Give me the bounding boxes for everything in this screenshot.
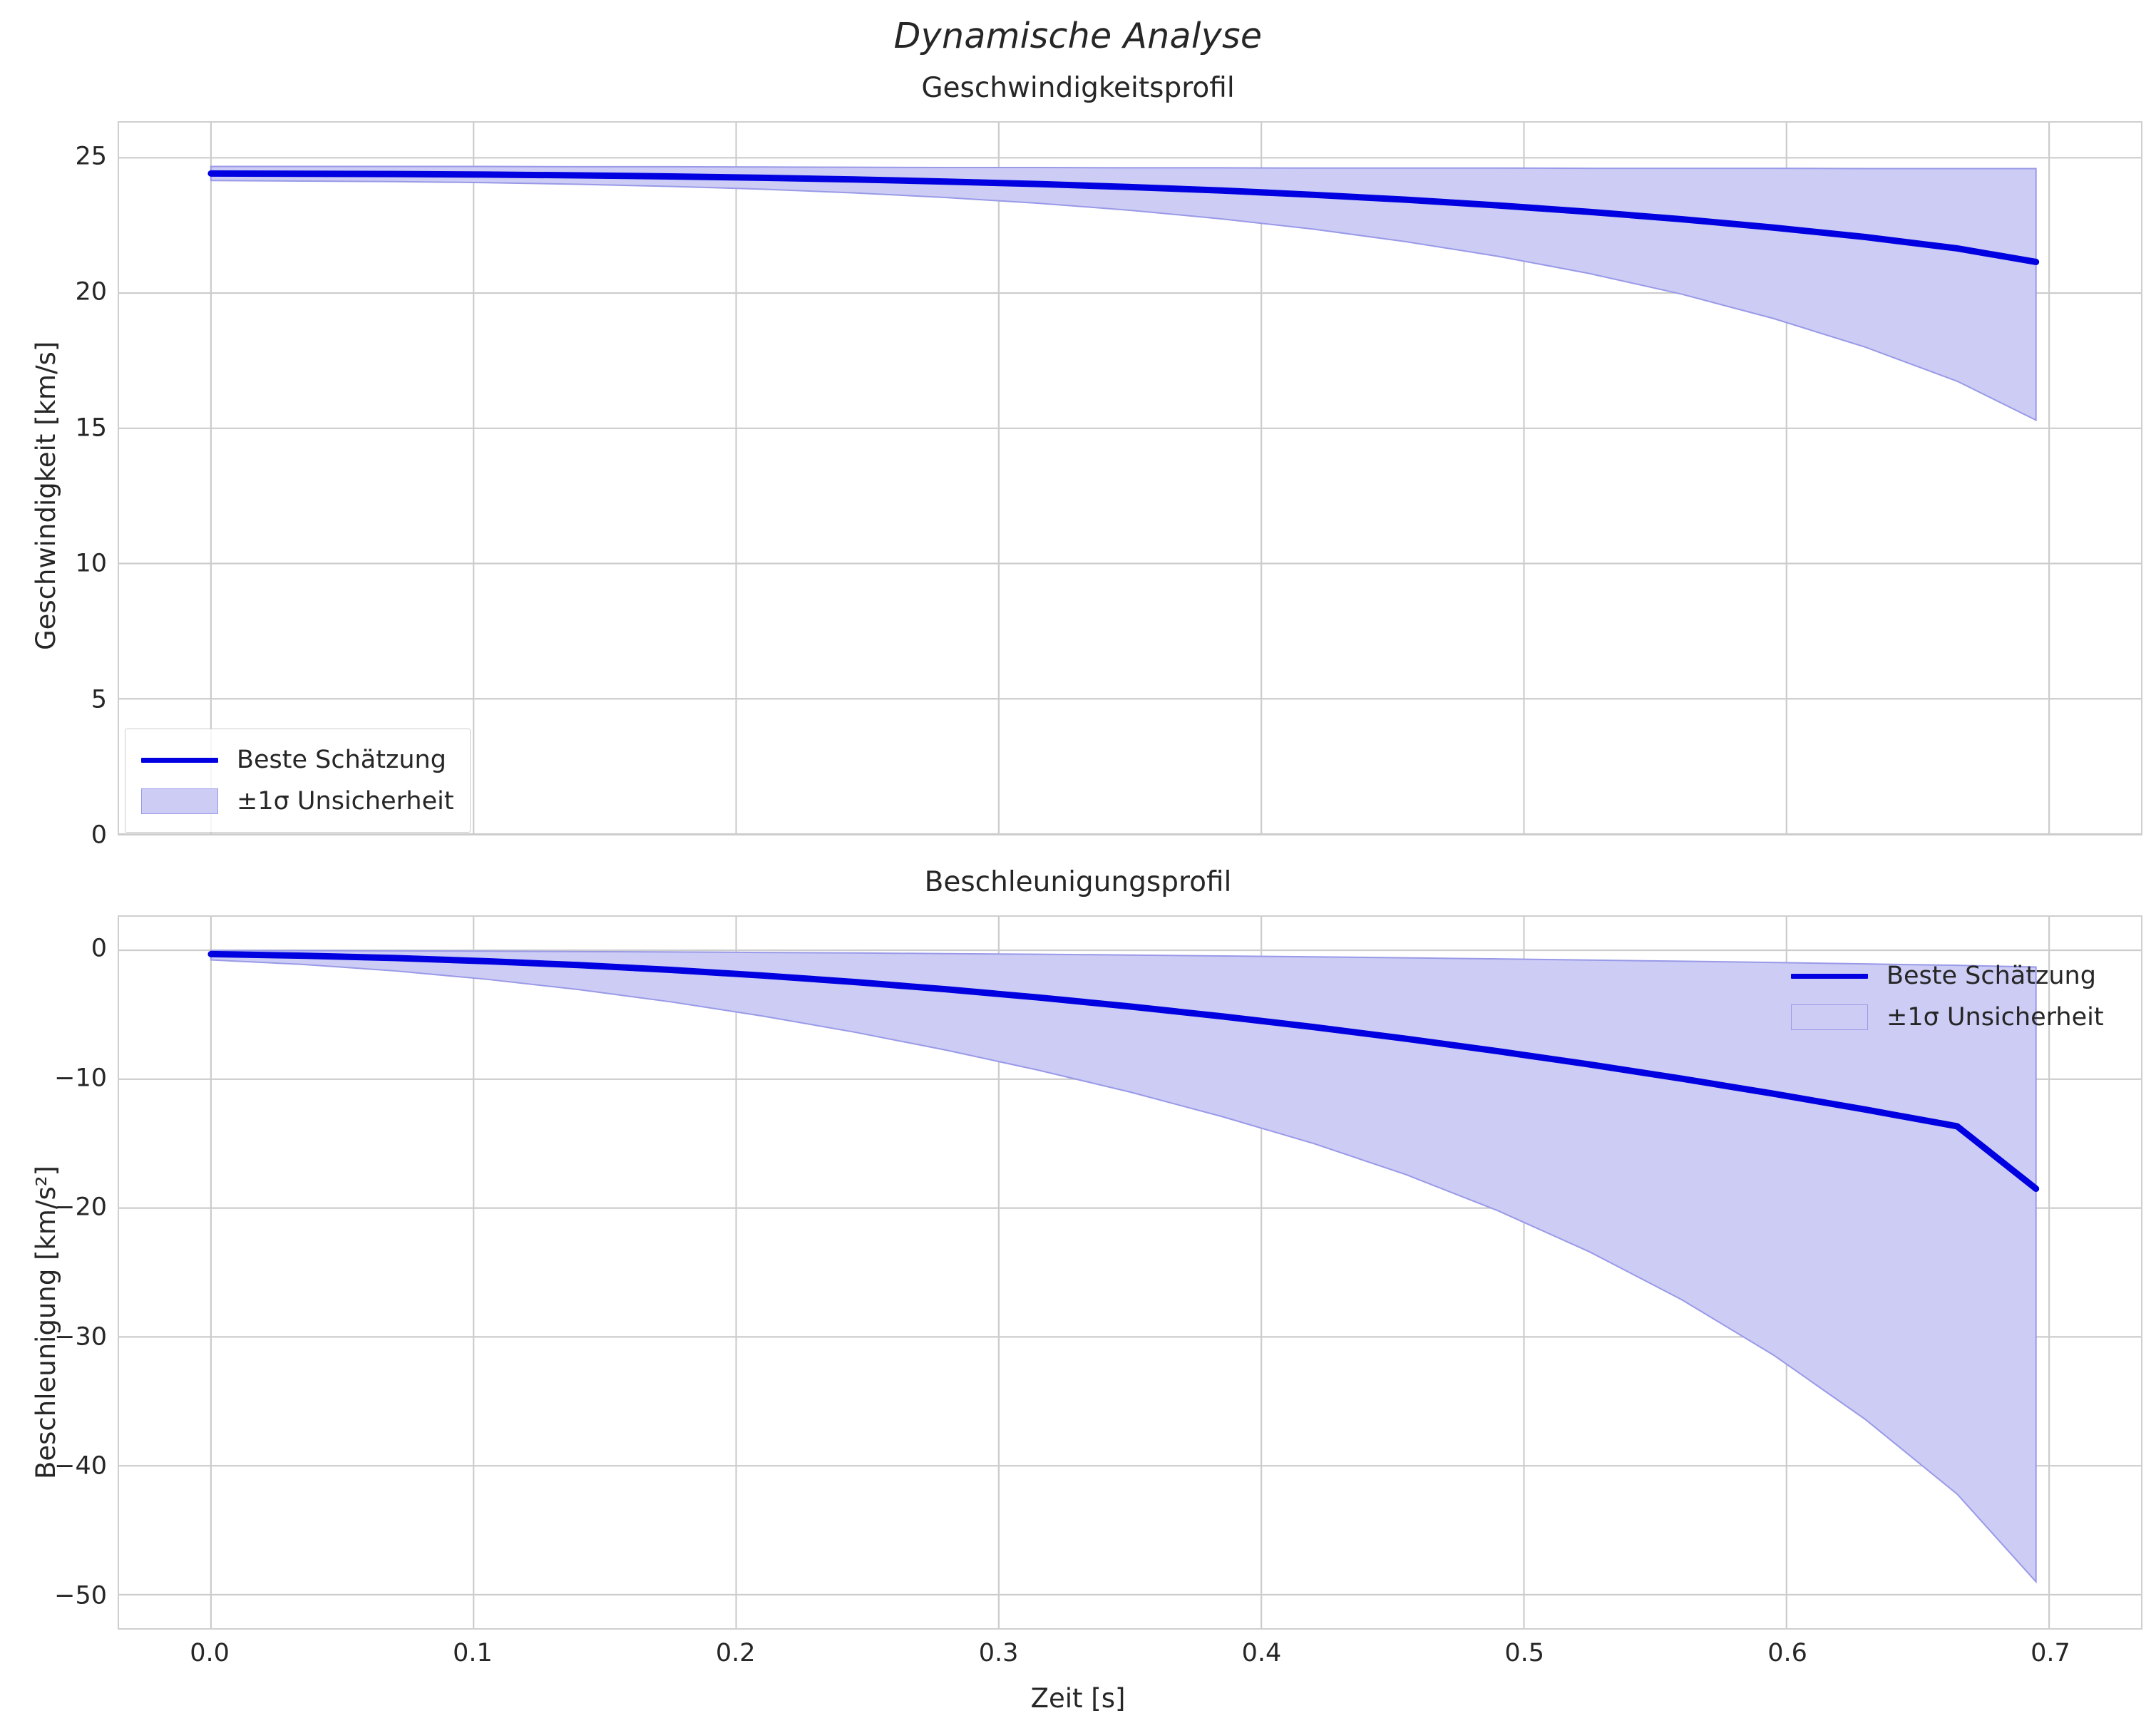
xtick-label: 0.3 — [978, 1639, 1019, 1667]
band-swatch-icon — [138, 786, 221, 817]
band-swatch-icon — [1788, 1002, 1871, 1033]
legend-entry-line: Beste Schätzung — [1788, 955, 2104, 997]
accel-ytick-label: −40 — [54, 1451, 107, 1481]
velocity-ytick-label: 0 — [91, 821, 107, 850]
velocity-ytick-label: 10 — [75, 549, 107, 578]
figure-suptitle: Dynamische Analyse — [893, 16, 1263, 56]
accel-plot-area — [118, 915, 2142, 1630]
accel-ytick-label: −30 — [54, 1322, 107, 1352]
accel-legend: Beste Schätzung ±1σ Unsicherheit — [1775, 945, 2120, 1048]
xtick-label: 0.4 — [1241, 1639, 1282, 1667]
legend-entry-patch: ±1σ Unsicherheit — [138, 781, 454, 822]
legend-entry-patch: ±1σ Unsicherheit — [1788, 997, 2104, 1038]
xtick-label: 0.1 — [453, 1639, 493, 1667]
accel-plot-svg — [119, 917, 2141, 1628]
xtick-label: 0.5 — [1504, 1639, 1545, 1667]
line-swatch-icon — [1788, 960, 1871, 992]
legend-label-best-estimate: Beste Schätzung — [237, 745, 446, 774]
velocity-ylabel: Geschwindigkeit [km/s] — [31, 341, 61, 650]
legend-entry-line: Beste Schätzung — [138, 739, 454, 781]
velocity-ytick-label: 15 — [75, 413, 107, 443]
accel-subplot-title: Beschleunigungsprofil — [924, 866, 1232, 898]
velocity-legend: Beste Schätzung ±1σ Unsicherheit — [125, 729, 471, 833]
legend-label-uncertainty: ±1σ Unsicherheit — [1886, 1002, 2104, 1032]
accel-ytick-label: −20 — [54, 1193, 107, 1222]
legend-label-best-estimate: Beste Schätzung — [1886, 961, 2096, 990]
velocity-ytick-label: 25 — [75, 142, 107, 171]
xaxis-label: Zeit [s] — [1030, 1683, 1126, 1714]
line-swatch-icon — [138, 744, 221, 776]
velocity-ytick-label: 20 — [75, 277, 107, 307]
xtick-label: 0.7 — [2031, 1639, 2070, 1667]
velocity-plot-svg — [119, 123, 2141, 834]
velocity-subplot-title: Geschwindigkeitsprofil — [921, 72, 1235, 104]
accel-ytick-labels: 0 −10 −20 −30 −40 −50 — [7, 915, 107, 1630]
xtick-label: 0.2 — [715, 1639, 756, 1667]
legend-label-uncertainty: ±1σ Unsicherheit — [237, 786, 454, 816]
velocity-ytick-label: 5 — [91, 685, 107, 714]
velocity-ytick-labels: 25 20 15 10 5 0 — [7, 121, 107, 848]
accel-ytick-label: −50 — [54, 1581, 107, 1610]
velocity-plot-area — [118, 121, 2142, 835]
accel-ytick-label: −10 — [54, 1064, 107, 1093]
accel-ylabel: Beschleunigung [km/s²] — [31, 1166, 61, 1479]
xtick-label: 0.6 — [1767, 1639, 1807, 1667]
xtick-label: 0.0 — [190, 1639, 230, 1667]
accel-ytick-label: 0 — [91, 934, 107, 963]
